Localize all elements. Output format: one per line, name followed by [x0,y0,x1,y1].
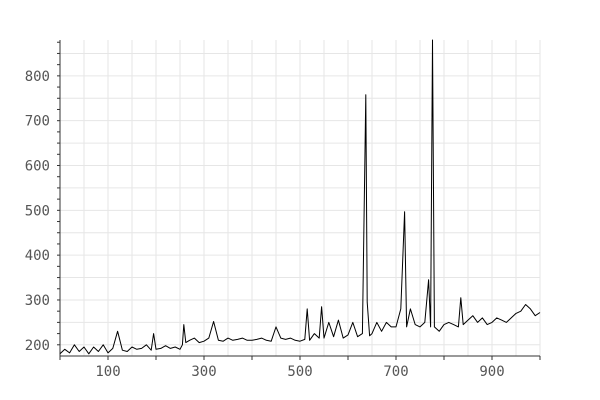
x-tick-label: 100 [95,364,120,380]
axes [57,40,541,360]
y-tick-label: 600 [25,159,50,175]
x-tick-label: 300 [191,364,216,380]
x-tick-label: 500 [287,364,312,380]
y-tick-label: 300 [25,293,50,309]
x-tick-label: 700 [383,364,408,380]
tick-labels: 200 300 400 500 600 700 800 100 300 500 700 900 [25,69,505,380]
y-tick-label: 500 [25,203,50,219]
grid [59,40,541,356]
y-tick-label: 200 [25,338,50,354]
series [59,39,541,355]
y-tick-label: 800 [25,69,50,85]
x-tick-label: 900 [479,364,504,380]
y-tick-label: 700 [25,114,50,130]
y-tick-label: 400 [25,248,50,264]
series-line [59,39,541,355]
